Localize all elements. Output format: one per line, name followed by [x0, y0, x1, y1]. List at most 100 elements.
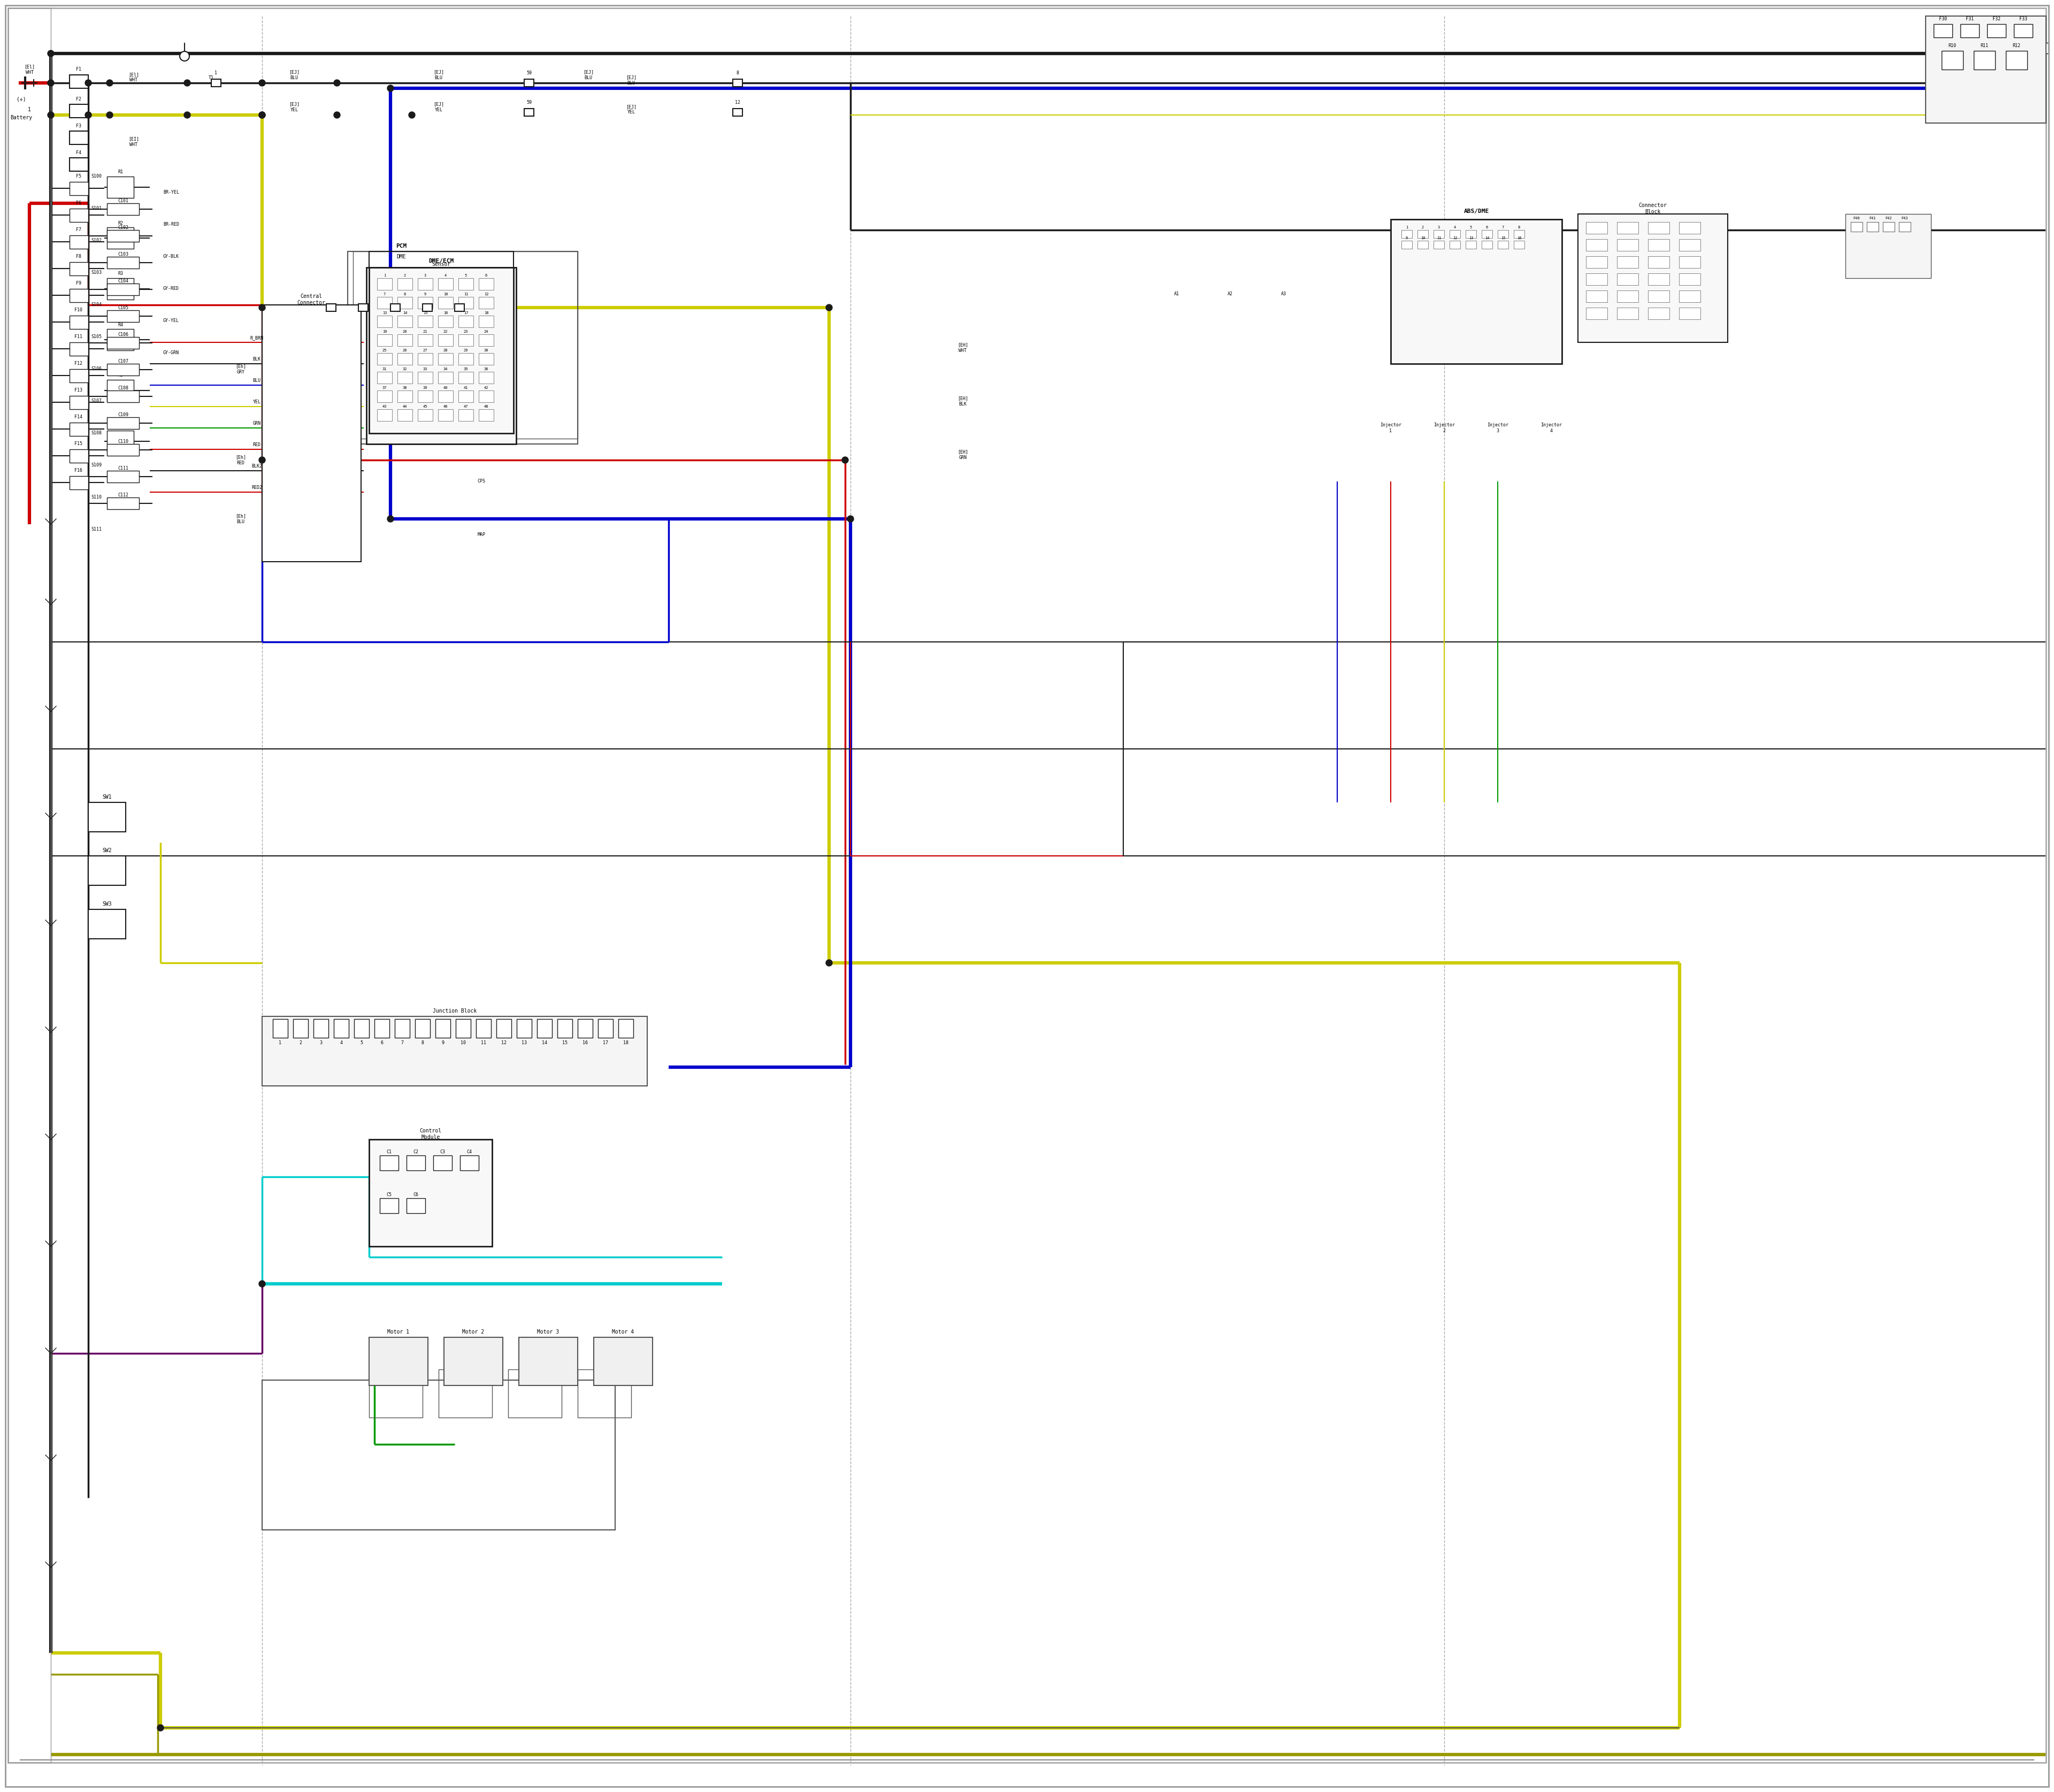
Bar: [497, 1020, 511, 1038]
Text: F7: F7: [76, 228, 82, 233]
Text: D: D: [1978, 32, 1980, 38]
Bar: [1986, 23, 2007, 38]
Text: 9: 9: [423, 292, 427, 296]
Text: PCM: PCM: [396, 244, 407, 249]
Bar: [263, 305, 357, 461]
Bar: [1497, 240, 1508, 249]
Bar: [1647, 308, 1670, 319]
Text: 13: 13: [382, 312, 386, 315]
Text: 15: 15: [423, 312, 427, 315]
Text: C105: C105: [117, 305, 127, 310]
Text: 1: 1: [279, 1041, 281, 1045]
Bar: [1647, 274, 1670, 285]
Bar: [1678, 222, 1701, 233]
Bar: [479, 297, 493, 308]
Bar: [333, 1020, 349, 1038]
Bar: [353, 251, 577, 439]
Text: 16: 16: [583, 1041, 587, 1045]
Bar: [70, 315, 88, 330]
Text: [EH]
BLK: [EH] BLK: [957, 396, 967, 407]
Bar: [70, 450, 88, 462]
Bar: [378, 278, 392, 290]
Bar: [1616, 238, 1639, 251]
Text: Central
Connector: Central Connector: [298, 294, 325, 305]
Bar: [88, 909, 125, 939]
Bar: [1616, 290, 1639, 303]
Bar: [212, 79, 222, 86]
Bar: [458, 315, 472, 328]
Text: DME/ECM: DME/ECM: [429, 258, 454, 263]
Text: C112: C112: [117, 493, 127, 496]
Bar: [380, 1199, 398, 1213]
Circle shape: [47, 111, 53, 118]
Text: 2: 2: [1421, 226, 1423, 229]
Bar: [415, 1020, 429, 1038]
Text: F22: F22: [2011, 36, 2017, 41]
Text: [Eh]
GRY: [Eh] GRY: [236, 364, 246, 375]
Text: S103: S103: [90, 271, 101, 276]
Text: F16: F16: [74, 468, 82, 473]
Text: C6: C6: [413, 1193, 419, 1197]
Text: ABS/DME: ABS/DME: [1465, 208, 1489, 213]
Text: 4: 4: [444, 274, 446, 278]
Text: (+): (+): [16, 97, 27, 102]
Bar: [733, 79, 741, 86]
Text: 36: 36: [485, 367, 489, 371]
Bar: [417, 335, 433, 346]
Text: Connector
Block: Connector Block: [1639, 202, 1668, 215]
Bar: [378, 409, 392, 421]
Bar: [107, 498, 140, 509]
Text: [EJ]
BLU: [EJ] BLU: [290, 70, 300, 81]
Text: 46: 46: [444, 405, 448, 409]
Text: 14: 14: [403, 312, 407, 315]
Text: P10: P10: [438, 1047, 446, 1050]
Bar: [396, 371, 413, 383]
Text: 44: 44: [403, 405, 407, 409]
Bar: [2007, 50, 2027, 70]
Text: YEL: YEL: [626, 109, 635, 115]
Text: GY-YEL: GY-YEL: [162, 319, 179, 323]
Text: R10: R10: [1949, 43, 1955, 48]
Text: S110: S110: [90, 495, 101, 500]
Bar: [107, 278, 134, 299]
Bar: [1844, 213, 1931, 278]
Bar: [8, 7, 51, 1763]
Text: F11: F11: [74, 335, 82, 339]
Text: GY-RED: GY-RED: [162, 287, 179, 292]
Bar: [1884, 222, 1894, 231]
Text: Battery: Battery: [10, 115, 33, 120]
Bar: [1481, 240, 1493, 249]
Bar: [70, 262, 88, 276]
Text: S108: S108: [90, 430, 101, 435]
Text: YEL: YEL: [253, 400, 261, 405]
Bar: [294, 1020, 308, 1038]
Bar: [440, 1369, 493, 1417]
Bar: [107, 256, 140, 269]
Text: F13: F13: [74, 389, 82, 392]
Text: 4: 4: [339, 1041, 343, 1045]
Bar: [1417, 240, 1428, 249]
Text: 12: 12: [1976, 93, 1982, 99]
Text: S107: S107: [90, 400, 101, 403]
Circle shape: [259, 111, 265, 118]
Bar: [1586, 222, 1608, 233]
Text: C1: C1: [386, 1150, 392, 1154]
Bar: [107, 229, 140, 242]
Text: F14: F14: [74, 414, 82, 419]
Bar: [107, 228, 134, 249]
Text: 12: 12: [1452, 237, 1456, 240]
Bar: [1586, 308, 1608, 319]
Bar: [1481, 229, 1493, 238]
Text: S100: S100: [90, 174, 101, 179]
Text: F3: F3: [76, 124, 82, 127]
Bar: [378, 297, 392, 308]
Bar: [417, 371, 433, 383]
Bar: [733, 109, 741, 116]
Text: Control
Module: Control Module: [419, 1129, 442, 1140]
Circle shape: [84, 111, 92, 118]
Bar: [458, 335, 472, 346]
Text: C102: C102: [117, 226, 127, 229]
Bar: [1616, 256, 1639, 269]
Text: 9: 9: [1405, 237, 1407, 240]
Bar: [380, 1156, 398, 1170]
